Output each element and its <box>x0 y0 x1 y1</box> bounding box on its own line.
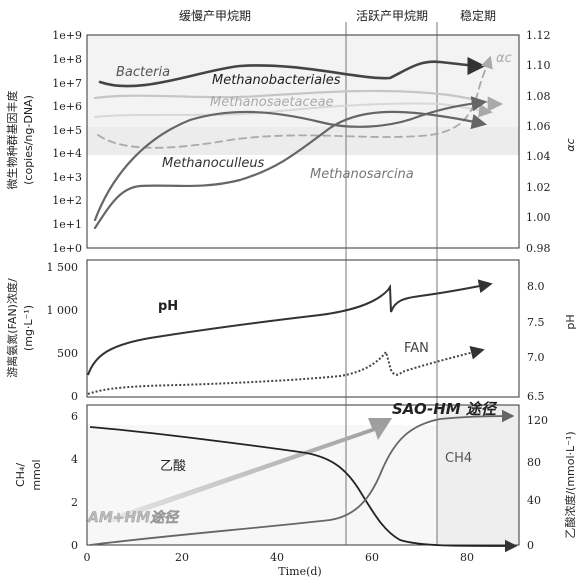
bottom-right-axis: 0 40 80 120 <box>527 414 548 552</box>
label-fan: FAN <box>404 341 429 356</box>
top-left-tick-2: 1e+2 <box>52 194 82 207</box>
label-methanoculleus: Methanoculleus <box>162 156 265 171</box>
top-left-tick-0: 1e+0 <box>52 242 82 255</box>
label-acetate: 乙酸 <box>160 459 186 474</box>
top-right-tick-3: 1.04 <box>526 150 551 163</box>
bottom-left-axis-title: CH₄/ <box>14 463 27 487</box>
top-right-tick-4: 1.06 <box>526 120 551 133</box>
mid-right-axis: 6.5 7.0 7.5 8.0 <box>527 280 545 403</box>
series-bacteria-line <box>98 56 486 88</box>
top-right-tick-5: 1.08 <box>526 90 551 103</box>
label-sao-hm-pathway: SAO-HM 途径 <box>392 400 498 418</box>
x-tick-20: 20 <box>175 551 189 564</box>
top-left-tick-1: 1e+1 <box>52 218 82 231</box>
series-fan-line <box>87 345 485 395</box>
label-ph: pH <box>158 299 178 314</box>
label-am-hm-pathway: AM+HM途径 <box>87 509 180 526</box>
series-methanosaetaceae-line <box>93 89 504 112</box>
series-methanoculleus-line <box>93 96 488 222</box>
bottom-left-axis-unit: mmol <box>30 459 43 490</box>
phase-label-stable: 稳定期 <box>460 8 496 23</box>
top-right-tick-6: 1.10 <box>526 59 551 72</box>
bottom-series <box>89 409 518 553</box>
x-axis: 0 20 40 60 80 <box>84 551 475 564</box>
panel-mid-frame <box>86 259 520 398</box>
top-right-tick-2: 1.02 <box>526 181 551 194</box>
top-right-tick-7: 1.12 <box>526 29 551 42</box>
phase-dividers <box>345 22 438 545</box>
pathway-arrow-am-hm <box>108 418 392 523</box>
label-methanosaetaceae: Methanosaetaceae <box>210 95 334 110</box>
top-right-tick-0: 0.98 <box>526 242 551 255</box>
x-tick-60: 60 <box>365 551 379 564</box>
label-alpha-c: αc <box>496 51 512 66</box>
series-ch4-line <box>89 409 515 546</box>
bottom-right-tick-2: 80 <box>527 456 541 469</box>
bottom-right-tick-1: 40 <box>527 494 541 507</box>
top-left-tick-5: 1e+5 <box>52 124 82 137</box>
top-left-axis-title: 微生物种群基因丰度 <box>5 91 19 190</box>
top-right-tick-1: 1.00 <box>526 211 551 224</box>
mid-left-tick-3: 1 500 <box>47 261 79 274</box>
panel-frames <box>86 34 520 546</box>
x-tick-80: 80 <box>460 551 474 564</box>
top-left-tick-7: 1e+7 <box>52 77 82 90</box>
mid-left-axis-title: 游离氨氮(FAN)浓度/ <box>5 278 19 378</box>
bottom-right-tick-0: 0 <box>527 539 534 552</box>
x-tick-40: 40 <box>270 551 284 564</box>
phase-label-active: 活跃产甲烷期 <box>356 9 428 23</box>
mid-right-tick-2: 7.5 <box>527 316 545 329</box>
top-left-tick-8: 1e+8 <box>52 53 82 66</box>
bottom-left-tick-0: 0 <box>71 539 78 552</box>
top-left-tick-3: 1e+3 <box>52 171 82 184</box>
series-methanosarcina-line <box>93 110 488 230</box>
label-methanosarcina: Methanosarcina <box>310 167 414 182</box>
mid-right-tick-1: 7.0 <box>527 351 545 364</box>
mid-left-tick-0: 0 <box>71 390 78 403</box>
mid-left-axis: 0 500 1 000 1 500 <box>47 261 79 403</box>
label-bacteria: Bacteria <box>116 65 170 80</box>
mid-left-axis-unit: (mg·L⁻¹) <box>22 305 35 351</box>
top-right-axis-title: αc <box>564 138 577 151</box>
mid-right-tick-0: 6.5 <box>527 390 545 403</box>
top-left-tick-4: 1e+4 <box>52 147 82 160</box>
mid-left-tick-1: 500 <box>57 347 78 360</box>
panel-bottom-frame <box>86 404 520 546</box>
bottom-left-axis: 0 2 4 6 <box>71 410 78 552</box>
panel-top-frame <box>86 34 520 249</box>
top-left-tick-9: 1e+9 <box>52 29 82 42</box>
bottom-left-tick-3: 6 <box>71 410 78 423</box>
top-left-axis: 1e+0 1e+1 1e+2 1e+3 1e+4 1e+5 1e+6 1e+7 … <box>52 29 82 255</box>
x-tick-0: 0 <box>84 551 91 564</box>
mid-right-axis-title: pH <box>564 314 577 329</box>
bottom-right-axis-title: 乙酸浓度/(mmol·L⁻¹) <box>563 431 577 538</box>
mid-right-tick-3: 8.0 <box>527 280 545 293</box>
phase-label-slow: 缓慢产甲烷期 <box>179 9 251 23</box>
mid-series <box>87 279 493 395</box>
label-ch4: CH4 <box>445 451 472 466</box>
bottom-left-tick-1: 2 <box>71 496 78 509</box>
top-left-tick-6: 1e+6 <box>52 100 82 113</box>
top-right-axis: 0.98 1.00 1.02 1.04 1.06 1.08 1.10 1.12 <box>526 29 551 255</box>
label-methanobacteriales: Methanobacteriales <box>212 73 341 88</box>
bottom-right-tick-3: 120 <box>527 414 548 427</box>
series-acetate-line <box>89 426 518 553</box>
top-series <box>93 55 504 230</box>
top-left-axis-unit: (copies/ng-DNA) <box>22 95 35 185</box>
series-ph-line <box>87 279 493 376</box>
bottom-left-tick-2: 4 <box>71 453 78 466</box>
x-axis-title: Time(d) <box>278 565 321 578</box>
mid-left-tick-2: 1 000 <box>47 304 79 317</box>
